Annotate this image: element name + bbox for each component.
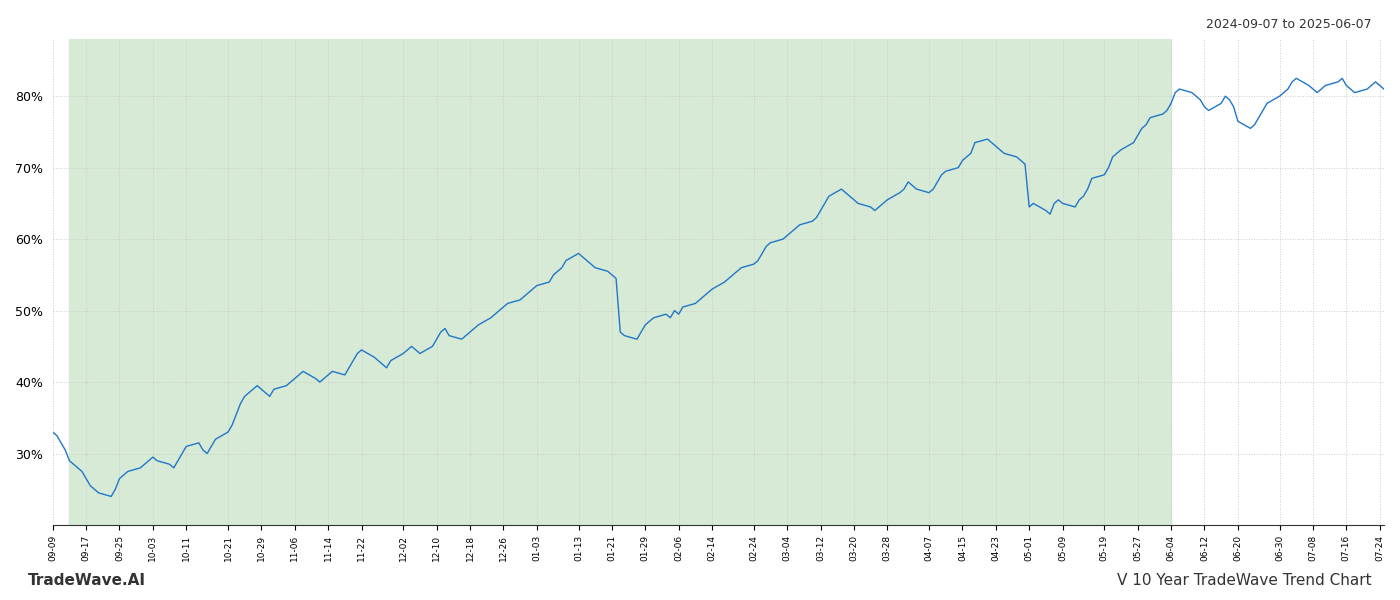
Text: TradeWave.AI: TradeWave.AI (28, 573, 146, 588)
Text: 2024-09-07 to 2025-06-07: 2024-09-07 to 2025-06-07 (1207, 18, 1372, 31)
Text: V 10 Year TradeWave Trend Chart: V 10 Year TradeWave Trend Chart (1117, 573, 1372, 588)
Bar (70, 39, 1170, 525)
